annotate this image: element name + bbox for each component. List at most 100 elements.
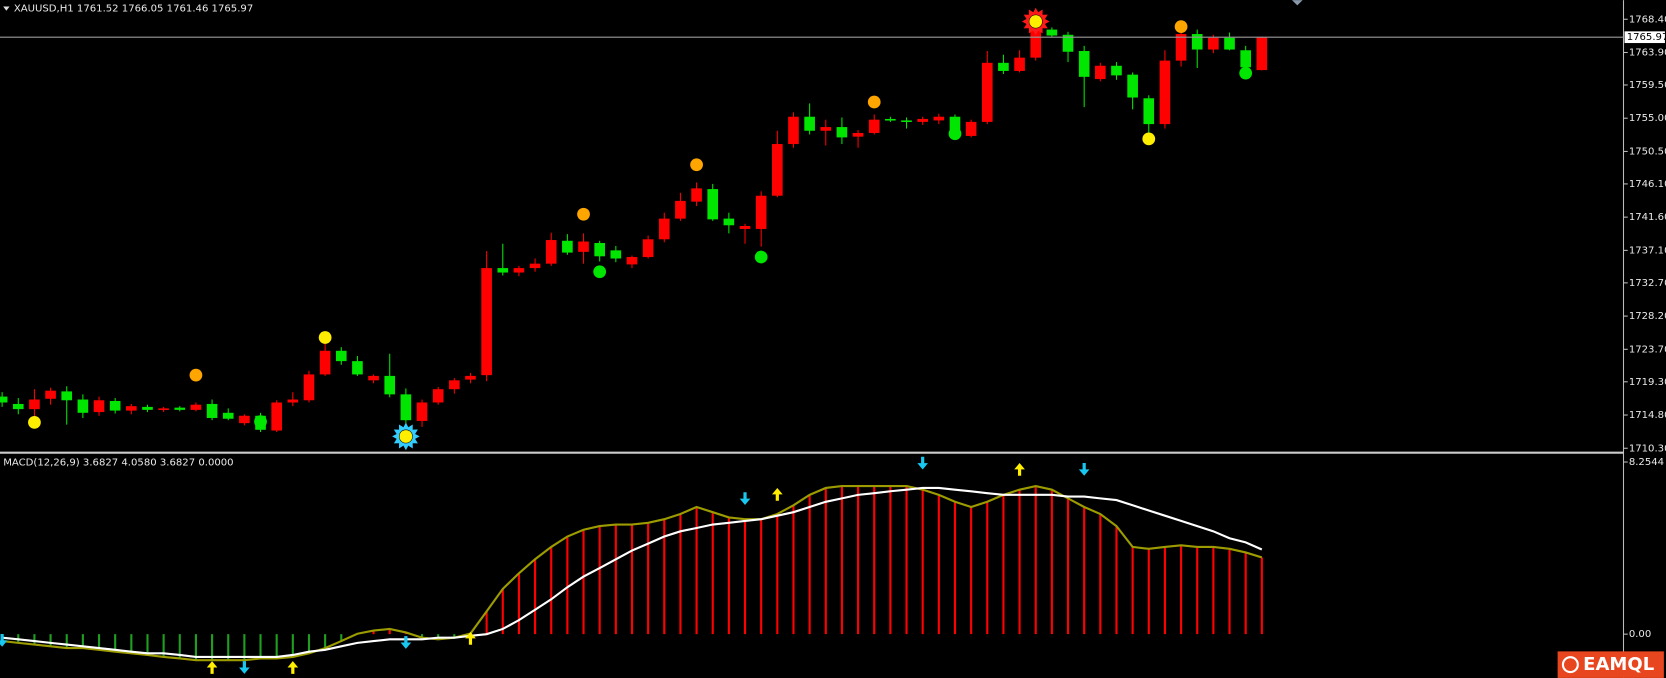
- candle-body: [142, 406, 153, 410]
- candle-body: [126, 406, 137, 411]
- candle-body: [0, 396, 8, 403]
- y-tick-label: 1723.70: [1629, 344, 1666, 355]
- candle-body: [949, 116, 961, 136]
- signal-arrow: [206, 661, 218, 674]
- signal-dot: [254, 415, 267, 429]
- candle-body: [61, 391, 73, 401]
- candle-body: [287, 399, 299, 403]
- candle-body: [836, 127, 848, 138]
- candle-body: [1127, 74, 1138, 98]
- candle-body: [788, 116, 799, 145]
- y-tick-label: 1746.10: [1629, 179, 1666, 190]
- y-tick-label: 1763.90: [1629, 47, 1666, 58]
- y-tick-label: 8.2544: [1629, 457, 1664, 468]
- candle-body: [222, 412, 234, 419]
- watermark-text: EAMQL: [1583, 654, 1654, 675]
- candle-body: [1078, 51, 1090, 77]
- signal-dot: [1029, 15, 1043, 28]
- candle-body: [158, 408, 169, 410]
- candle-body: [352, 361, 363, 375]
- signal-arrow: [1078, 463, 1090, 476]
- candle-body: [1175, 34, 1187, 61]
- candle-body: [45, 390, 56, 399]
- candle-body: [77, 399, 89, 413]
- y-tick-label: 1732.70: [1629, 278, 1666, 289]
- candle-body: [206, 403, 218, 418]
- signal-dot: [754, 250, 768, 264]
- signal-dot: [593, 265, 607, 279]
- watermark-logo: [1561, 656, 1579, 674]
- candle-body: [723, 218, 735, 226]
- candle-body: [1143, 98, 1155, 125]
- candle-body: [529, 263, 541, 269]
- signal-arrow: [287, 661, 299, 674]
- candle-body: [658, 218, 670, 240]
- signal-dot: [577, 207, 590, 221]
- y-tick-label: 1750.50: [1629, 146, 1666, 157]
- candle-body: [384, 375, 396, 395]
- candle-body: [1191, 34, 1203, 50]
- current-price-label: 1765.97: [1627, 32, 1666, 43]
- candle-body: [465, 375, 476, 380]
- signal-dot: [948, 127, 962, 141]
- y-tick-label: 1728.20: [1629, 311, 1666, 322]
- signal-dot: [867, 95, 881, 109]
- macd-line: [2, 484, 1263, 662]
- candle-body: [319, 350, 331, 375]
- signal-arrow: [239, 661, 250, 674]
- y-tick-label: 1719.30: [1629, 377, 1666, 388]
- candle-body: [804, 116, 815, 131]
- candle-body: [432, 389, 444, 403]
- macd-title: MACD(12,26,9) 3.6827 4.0580 3.6827 0.000…: [3, 457, 233, 468]
- candle-body: [271, 402, 282, 431]
- signal-dot: [189, 368, 203, 382]
- candle-body: [239, 415, 250, 424]
- candle-body: [1030, 21, 1042, 58]
- shift-marker: [1292, 0, 1303, 6]
- candle-body: [29, 399, 40, 410]
- candle-body: [594, 242, 605, 257]
- candle-body: [820, 127, 832, 131]
- candle-body: [1240, 50, 1251, 68]
- candle-body: [578, 241, 589, 252]
- candle-body: [335, 350, 347, 362]
- candle-body: [1095, 65, 1106, 80]
- signal-line: [2, 486, 1263, 658]
- candle-body: [93, 400, 105, 413]
- signal-dot: [399, 430, 413, 443]
- current-price-box: [1624, 31, 1665, 44]
- signal-dot: [690, 158, 703, 172]
- candle-body: [545, 240, 557, 264]
- candle-body: [852, 132, 864, 137]
- signal-dot: [1174, 20, 1188, 34]
- signal-arrow: [739, 492, 751, 505]
- watermark-box: [1557, 651, 1664, 678]
- candle-body: [303, 374, 315, 401]
- candle-body: [416, 402, 428, 421]
- y-tick-label: 1737.10: [1629, 245, 1666, 256]
- symbol-menu-icon: [3, 6, 10, 11]
- signal-dot: [1142, 132, 1156, 146]
- candle-body: [868, 119, 880, 133]
- candle-body: [691, 188, 702, 202]
- candle-body: [190, 404, 202, 410]
- candle-body: [772, 144, 783, 196]
- candle-body: [109, 401, 121, 411]
- candle-body: [1208, 37, 1219, 50]
- candle-body: [933, 116, 945, 121]
- signal-arrow: [0, 634, 8, 647]
- candle-body: [562, 240, 573, 253]
- candle-body: [675, 200, 686, 219]
- y-tick-label: 0.00: [1629, 629, 1651, 640]
- y-tick-label: 1710.30: [1629, 443, 1666, 454]
- candle-body: [1256, 37, 1268, 71]
- candle-body: [497, 268, 509, 273]
- candle-body: [998, 62, 1009, 71]
- signal-arrow: [917, 456, 928, 470]
- candle-body: [739, 226, 751, 229]
- candle-body: [965, 121, 977, 136]
- candle-body: [981, 62, 993, 122]
- y-tick-label: 1768.40: [1629, 14, 1666, 25]
